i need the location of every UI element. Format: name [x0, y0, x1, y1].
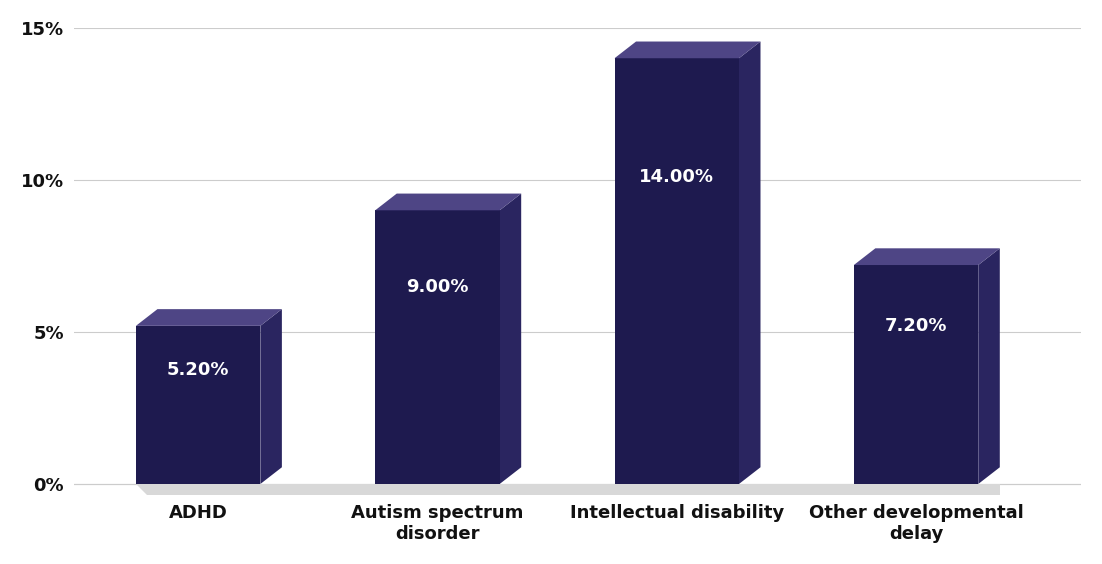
Bar: [615, 58, 739, 484]
Text: 9.00%: 9.00%: [407, 278, 468, 296]
Polygon shape: [615, 42, 760, 58]
Text: 5.20%: 5.20%: [166, 361, 229, 379]
Polygon shape: [136, 484, 1000, 495]
Polygon shape: [739, 42, 760, 484]
Bar: [136, 326, 260, 484]
Text: 7.20%: 7.20%: [885, 318, 948, 336]
Text: 14.00%: 14.00%: [639, 169, 714, 187]
Polygon shape: [499, 193, 521, 484]
Polygon shape: [854, 248, 1000, 265]
Polygon shape: [375, 193, 521, 210]
Bar: [854, 265, 979, 484]
Bar: [375, 210, 499, 484]
Polygon shape: [979, 248, 1000, 484]
Polygon shape: [260, 309, 282, 484]
Polygon shape: [136, 309, 282, 326]
